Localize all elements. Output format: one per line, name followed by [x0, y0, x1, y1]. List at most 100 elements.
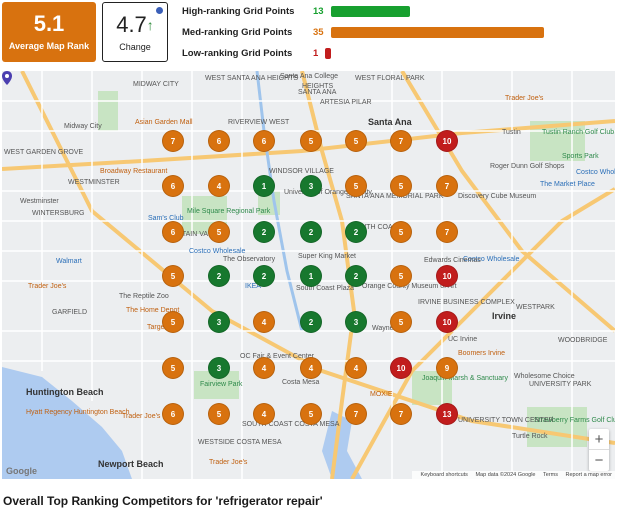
map-place-label: OC Fair & Event Center	[240, 353, 314, 360]
grid-point-pin[interactable]: 2	[253, 221, 275, 243]
freeway-5	[400, 71, 615, 333]
grid-point-pin[interactable]: 10	[436, 130, 458, 152]
grid-point-pin[interactable]: 4	[253, 311, 275, 333]
change-card: 4.7↑ Change	[102, 2, 168, 62]
map-place-label: WESTPARK	[516, 304, 555, 311]
grid-point-pin[interactable]: 5	[390, 175, 412, 197]
grid-point-pin[interactable]: 13	[436, 403, 458, 425]
grid-point-pin[interactable]: 6	[162, 403, 184, 425]
grid-point-pin[interactable]: 1	[253, 175, 275, 197]
rank-grid-map[interactable]: Santa Ana College HEIGHTS WEST FLORAL PARK…	[2, 71, 615, 479]
grid-point-pin[interactable]: 6	[208, 130, 230, 152]
map-place-label: SOUTH COAST COSTA MESA	[242, 421, 340, 428]
grid-point-pin[interactable]: 4	[300, 357, 322, 379]
legend-row: Med-ranking Grid Points 35	[182, 25, 612, 46]
map-data-text: Map data ©2024 Google	[475, 472, 536, 478]
info-icon[interactable]	[156, 7, 163, 14]
grid-point-pin[interactable]: 2	[345, 265, 367, 287]
map-place-label: UC Irvine	[448, 336, 478, 343]
grid-point-pin[interactable]: 7	[390, 130, 412, 152]
keyboard-shortcuts-link[interactable]: Keyboard shortcuts	[420, 472, 468, 478]
map-attribution: Keyboard shortcuts Map data ©2024 Google…	[411, 471, 615, 479]
map-place-label: Tustin Ranch Golf Club	[542, 129, 615, 136]
map-place-label: IRVINE BUSINESS COMPLEX	[418, 299, 515, 306]
map-place-label: Santa Ana College	[280, 73, 338, 80]
map-place-label: WINDSOR VILLAGE	[269, 168, 334, 175]
grid-point-pin[interactable]: 7	[345, 403, 367, 425]
santa-ana-river	[255, 71, 304, 332]
business-location-marker-icon[interactable]	[2, 71, 12, 85]
map-place-label: The Home Depot	[126, 307, 180, 314]
grid-point-pin[interactable]: 5	[390, 221, 412, 243]
grid-point-pin[interactable]: 2	[253, 265, 275, 287]
grid-point-pin[interactable]: 5	[162, 311, 184, 333]
grid-point-pin[interactable]: 1	[300, 265, 322, 287]
terms-link[interactable]: Terms	[543, 472, 558, 478]
zoom-out-button[interactable]: −	[594, 452, 604, 469]
grid-point-pin[interactable]: 6	[253, 130, 275, 152]
grid-point-pin[interactable]: 2	[345, 221, 367, 243]
grid-point-pin[interactable]: 2	[300, 221, 322, 243]
grid-point-pin[interactable]: 3	[345, 311, 367, 333]
map-place-label: WESTSIDE COSTA MESA	[198, 439, 282, 446]
map-place-label: WEST FLORAL PARK	[355, 75, 425, 82]
map-place-label: Costco Wholesale	[463, 256, 520, 263]
map-place-label: MIDWAY CITY	[133, 81, 179, 88]
grid-point-pin[interactable]: 2	[300, 311, 322, 333]
map-place-label: FOUNTAIN VALLEY	[162, 231, 226, 238]
map-place-label: Edwards Cinemas	[424, 257, 481, 264]
map-place-label: SOUTH COAST	[351, 224, 402, 231]
grid-point-pin[interactable]: 3	[208, 311, 230, 333]
grid-point-pin[interactable]: 10	[390, 357, 412, 379]
grid-point-pin[interactable]: 5	[162, 265, 184, 287]
grid-point-pin[interactable]: 4	[345, 357, 367, 379]
grid-point-pin[interactable]: 5	[345, 130, 367, 152]
map-place-label: Wayne	[372, 325, 394, 332]
freeway-405	[20, 71, 615, 445]
grid-point-pin[interactable]: 7	[390, 403, 412, 425]
grid-point-pin[interactable]: 5	[208, 403, 230, 425]
map-place-label: Super King Market	[298, 253, 356, 260]
map-place-label: Mile Square Regional Park	[187, 208, 271, 215]
grid-point-pin[interactable]: 5	[345, 175, 367, 197]
report-error-link[interactable]: Report a map error	[565, 472, 612, 478]
grid-point-pin[interactable]: 6	[162, 221, 184, 243]
map-place-label: Trader Joe's	[28, 283, 67, 290]
grid-point-pin[interactable]: 9	[436, 357, 458, 379]
legend-label: Med-ranking Grid Points	[182, 27, 293, 38]
grid-point-pin[interactable]: 4	[208, 175, 230, 197]
grid-point-pin[interactable]: 5	[390, 311, 412, 333]
map-place-label: Discovery Cube Museum	[458, 193, 537, 200]
grid-point-pin[interactable]: 3	[300, 175, 322, 197]
average-rank-card: 5.1 Average Map Rank	[2, 2, 96, 62]
grid-point-pin[interactable]: 5	[300, 130, 322, 152]
legend-label: High-ranking Grid Points	[182, 6, 295, 17]
grid-point-pin[interactable]: 5	[208, 221, 230, 243]
grid-point-pin[interactable]: 4	[253, 403, 275, 425]
grid-point-pin[interactable]: 6	[162, 175, 184, 197]
map-place-label: Roger Dunn Golf Shops	[490, 163, 565, 170]
map-place-label: Orange County Museum of Art	[362, 283, 457, 290]
zoom-in-button[interactable]: +	[589, 429, 609, 450]
average-rank-label: Average Map Rank	[8, 41, 90, 51]
grid-point-pin[interactable]: 2	[208, 265, 230, 287]
grid-point-pin[interactable]: 4	[253, 357, 275, 379]
grid-point-pin[interactable]: 7	[162, 130, 184, 152]
google-logo: Google	[6, 466, 37, 476]
grid-point-pin[interactable]: 5	[390, 265, 412, 287]
map-place-label: WINTERSBURG	[32, 210, 85, 217]
map-place-label: Hyatt Regency Huntington Beach	[26, 409, 130, 416]
grid-point-pin[interactable]: 3	[208, 357, 230, 379]
grid-point-pin[interactable]: 7	[436, 221, 458, 243]
map-place-label: Sports Park	[562, 153, 599, 160]
grid-point-pin[interactable]: 5	[162, 357, 184, 379]
grid-point-pin[interactable]: 5	[300, 403, 322, 425]
map-place-label: WOODBRIDGE	[558, 337, 608, 344]
grid-point-pin[interactable]: 10	[436, 265, 458, 287]
map-place-label: Westminster	[20, 198, 59, 205]
average-rank-value: 5.1	[33, 11, 65, 36]
grid-point-pin[interactable]: 7	[436, 175, 458, 197]
map-place-label: UNIVERSITY TOWN CENTER	[458, 417, 554, 424]
grid-point-pin[interactable]: 10	[436, 311, 458, 333]
map-place-label: RIVERVIEW WEST	[228, 119, 290, 126]
